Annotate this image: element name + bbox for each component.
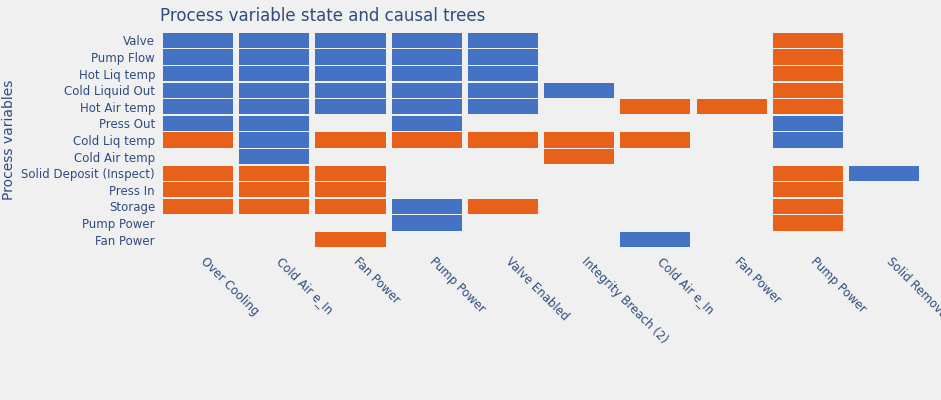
Bar	[239, 116, 310, 131]
Bar	[315, 82, 386, 98]
Bar	[239, 82, 310, 98]
Bar	[163, 66, 233, 81]
Bar	[315, 199, 386, 214]
Bar	[163, 82, 233, 98]
Bar	[239, 33, 310, 48]
Bar	[391, 49, 462, 64]
Bar	[544, 149, 614, 164]
Bar	[315, 99, 386, 114]
Bar	[239, 132, 310, 148]
Bar	[773, 66, 843, 81]
Bar	[773, 49, 843, 64]
Bar	[544, 132, 614, 148]
Bar	[315, 49, 386, 64]
Bar	[163, 33, 233, 48]
Bar	[315, 182, 386, 198]
Bar	[239, 66, 310, 81]
Bar	[620, 232, 691, 247]
Bar	[391, 199, 462, 214]
Bar	[239, 49, 310, 64]
Bar	[468, 199, 538, 214]
Bar	[239, 199, 310, 214]
Bar	[773, 132, 843, 148]
Bar	[163, 49, 233, 64]
Bar	[163, 182, 233, 198]
Text: Process variable state and causal trees: Process variable state and causal trees	[160, 7, 486, 25]
Bar	[315, 132, 386, 148]
Bar	[239, 149, 310, 164]
Bar	[773, 33, 843, 48]
Bar	[163, 132, 233, 148]
Bar	[391, 33, 462, 48]
Bar	[849, 166, 919, 181]
Bar	[468, 66, 538, 81]
Bar	[239, 182, 310, 198]
Bar	[391, 216, 462, 231]
Bar	[773, 216, 843, 231]
Bar	[620, 99, 691, 114]
Bar	[773, 182, 843, 198]
Bar	[773, 166, 843, 181]
Bar	[391, 116, 462, 131]
Bar	[468, 49, 538, 64]
Bar	[773, 82, 843, 98]
Bar	[468, 132, 538, 148]
Bar	[163, 99, 233, 114]
Bar	[773, 116, 843, 131]
Bar	[468, 99, 538, 114]
Bar	[468, 33, 538, 48]
Bar	[315, 166, 386, 181]
Bar	[391, 66, 462, 81]
Bar	[468, 82, 538, 98]
Y-axis label: Process variables: Process variables	[2, 80, 16, 200]
Bar	[163, 199, 233, 214]
Bar	[391, 99, 462, 114]
Bar	[163, 116, 233, 131]
Bar	[315, 33, 386, 48]
Bar	[239, 99, 310, 114]
Bar	[696, 99, 767, 114]
Bar	[391, 82, 462, 98]
Bar	[773, 199, 843, 214]
Bar	[773, 99, 843, 114]
Bar	[239, 166, 310, 181]
Bar	[163, 166, 233, 181]
Bar	[391, 132, 462, 148]
Bar	[315, 232, 386, 247]
Bar	[620, 132, 691, 148]
Bar	[544, 82, 614, 98]
Bar	[315, 66, 386, 81]
